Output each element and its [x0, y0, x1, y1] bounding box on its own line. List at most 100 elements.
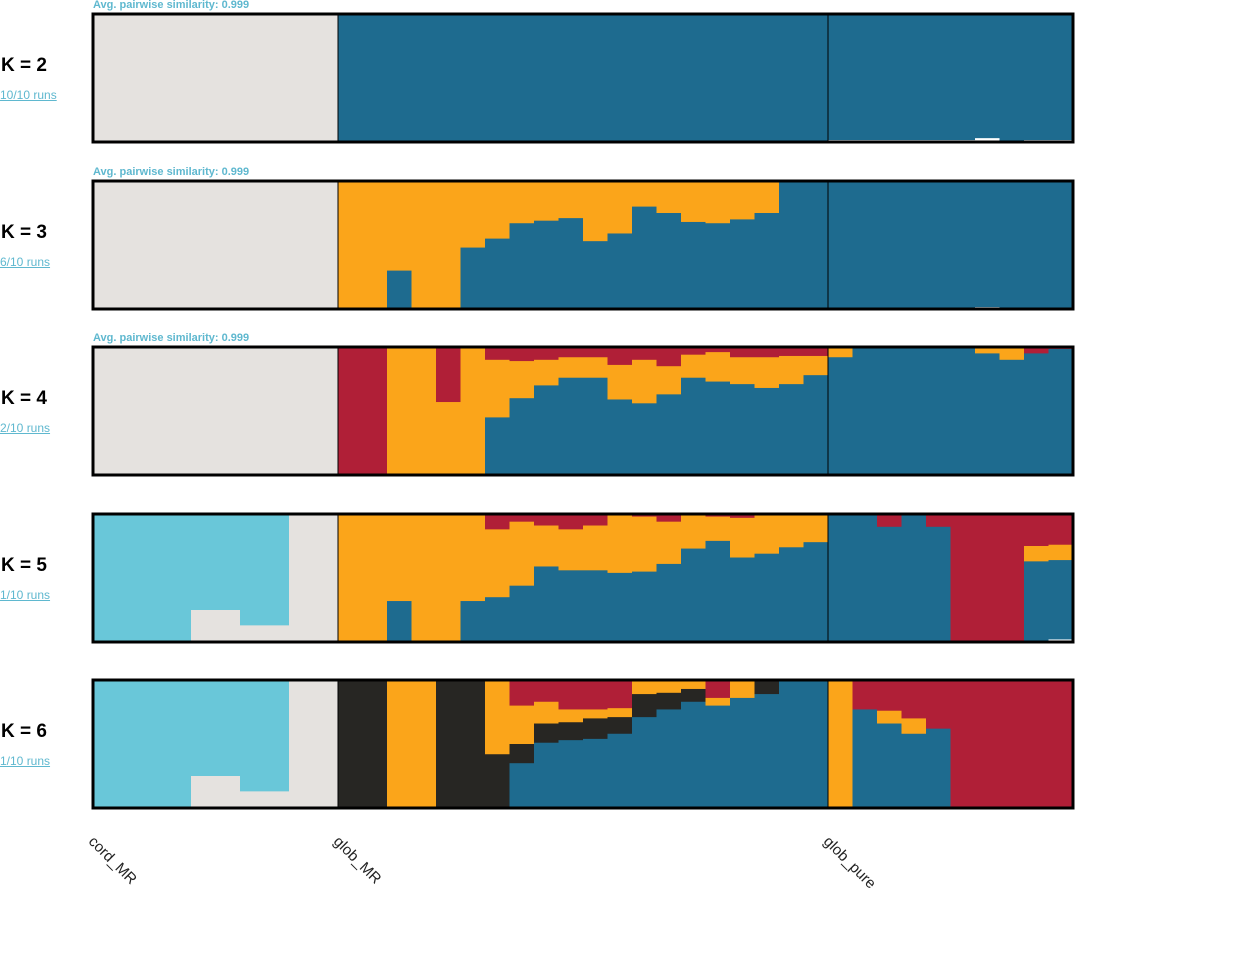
ancestry-bar-segment	[681, 221, 707, 310]
ancestry-bar-segment	[534, 566, 560, 643]
ancestry-bar-segment	[362, 181, 388, 310]
ancestry-bar-segment	[681, 14, 707, 143]
runs-count-link[interactable]: 1/10 runs	[0, 754, 51, 768]
ancestry-bar-segment	[509, 744, 535, 764]
ancestry-bar-segment	[583, 514, 609, 526]
ancestry-bar-segment	[338, 680, 364, 809]
ancestry-bar-segment	[1024, 14, 1050, 141]
ancestry-bar-segment	[485, 754, 511, 809]
ancestry-bar-segment	[362, 514, 388, 643]
ancestry-bar-segment	[803, 542, 829, 643]
ancestry-bar-segment	[289, 347, 315, 476]
ancestry-bar-segment	[926, 347, 952, 476]
ancestry-bar-segment	[852, 709, 878, 809]
ancestry-bar-segment	[485, 680, 511, 755]
runs-count-link[interactable]: 1/10 runs	[0, 588, 51, 602]
runs-count-link[interactable]: 6/10 runs	[0, 255, 51, 269]
ancestry-bar-segment	[681, 347, 707, 356]
ancestry-bar-segment	[681, 680, 707, 690]
ancestry-bar-segment	[485, 359, 511, 418]
ancestry-bar-segment	[387, 270, 413, 310]
ancestry-bar-segment	[730, 697, 756, 809]
ancestry-bar-segment	[313, 14, 339, 143]
ancestry-bar-segment	[509, 705, 535, 745]
ancestry-bar-segment	[705, 516, 731, 542]
ancestry-bar-segment	[926, 514, 952, 528]
ancestry-bar-segment	[730, 219, 756, 310]
ancestry-bar-segment	[534, 701, 560, 724]
ancestry-bar-segment	[754, 553, 780, 643]
ancestry-bar-segment	[852, 680, 878, 710]
ancestry-bar-segment	[387, 14, 413, 143]
ancestry-bar-segment	[877, 680, 903, 712]
ancestry-bar-segment	[705, 540, 731, 643]
ancestry-bar-segment	[999, 514, 1025, 643]
ancestry-bar-segment	[215, 514, 241, 611]
ancestry-bar-segment	[436, 181, 462, 310]
ancestry-bar-segment	[558, 357, 584, 379]
ancestry-bar-segment	[901, 181, 927, 310]
ancestry-bar-segment	[656, 692, 682, 710]
ancestry-bar-segment	[166, 14, 192, 143]
ancestry-bar-segment	[632, 516, 658, 572]
ancestry-bar-segment	[338, 347, 364, 476]
runs-count-link[interactable]: 10/10 runs	[0, 88, 57, 102]
k-value-label: K = 6	[1, 721, 47, 742]
ancestry-bar-segment	[656, 709, 682, 809]
ancestry-bar-segment	[975, 353, 1001, 476]
ancestry-bar-segment	[754, 181, 780, 214]
structure-barplot-k3	[91, 179, 1075, 311]
ancestry-bar-segment	[803, 355, 829, 376]
ancestry-bar-segment	[509, 347, 535, 362]
ancestry-bar-segment	[509, 223, 535, 310]
ancestry-bar-segment	[828, 14, 854, 141]
ancestry-bar-segment	[240, 181, 266, 310]
ancestry-bar-segment	[754, 213, 780, 310]
ancestry-bar-segment	[191, 347, 217, 476]
ancestry-bar-segment	[117, 680, 143, 809]
ancestry-bar-segment	[583, 680, 609, 710]
ancestry-bar-segment	[166, 347, 192, 476]
ancestry-bar-segment	[901, 514, 927, 643]
k-value-label: K = 3	[1, 222, 47, 243]
ancestry-bar-segment	[828, 181, 854, 310]
ancestry-bar-segment	[289, 181, 315, 310]
runs-count-link[interactable]: 2/10 runs	[0, 421, 51, 435]
ancestry-bar-segment	[93, 514, 119, 643]
ancestry-bar-segment	[828, 347, 854, 358]
ancestry-bar-segment	[950, 514, 976, 643]
ancestry-bar-segment	[460, 347, 486, 476]
ancestry-bar-segment	[240, 791, 266, 809]
ancestry-bar-segment	[338, 181, 364, 310]
ancestry-bar-segment	[534, 385, 560, 476]
ancestry-bar-segment	[607, 181, 633, 234]
ancestry-bar-segment	[485, 14, 511, 143]
ancestry-bar-segment	[1024, 680, 1050, 809]
ancestry-bar-segment	[460, 247, 486, 310]
ancestry-bar-segment	[754, 514, 780, 555]
ancestry-bar-segment	[779, 384, 805, 476]
ancestry-bar-segment	[534, 181, 560, 222]
ancestry-bar-segment	[607, 514, 633, 574]
ancestry-bar-segment	[607, 233, 633, 310]
ancestry-bar-segment	[852, 347, 878, 476]
ancestry-bar-segment	[999, 359, 1025, 476]
ancestry-bar-segment	[901, 733, 927, 809]
ancestry-bar-segment	[264, 514, 290, 626]
ancestry-bar-segment	[289, 514, 315, 643]
pairwise-similarity-label: Avg. pairwise similarity: 0.999	[93, 166, 250, 178]
ancestry-bar-segment	[681, 701, 707, 809]
ancestry-bar-segment	[828, 514, 854, 643]
ancestry-bar-segment	[485, 417, 511, 476]
ancestry-bar-segment	[558, 347, 584, 358]
ancestry-bar-segment	[485, 597, 511, 643]
ancestry-bar-segment	[975, 347, 1001, 354]
ancestry-bar-segment	[754, 680, 780, 695]
ancestry-bar-segment	[411, 680, 437, 809]
ancestry-bar-segment	[583, 525, 609, 571]
ancestry-bar-segment	[632, 181, 658, 207]
ancestry-bar-segment	[509, 514, 535, 523]
ancestry-bar-segment	[240, 680, 266, 792]
ancestry-bar-segment	[191, 680, 217, 777]
ancestry-bar-segment	[240, 347, 266, 476]
